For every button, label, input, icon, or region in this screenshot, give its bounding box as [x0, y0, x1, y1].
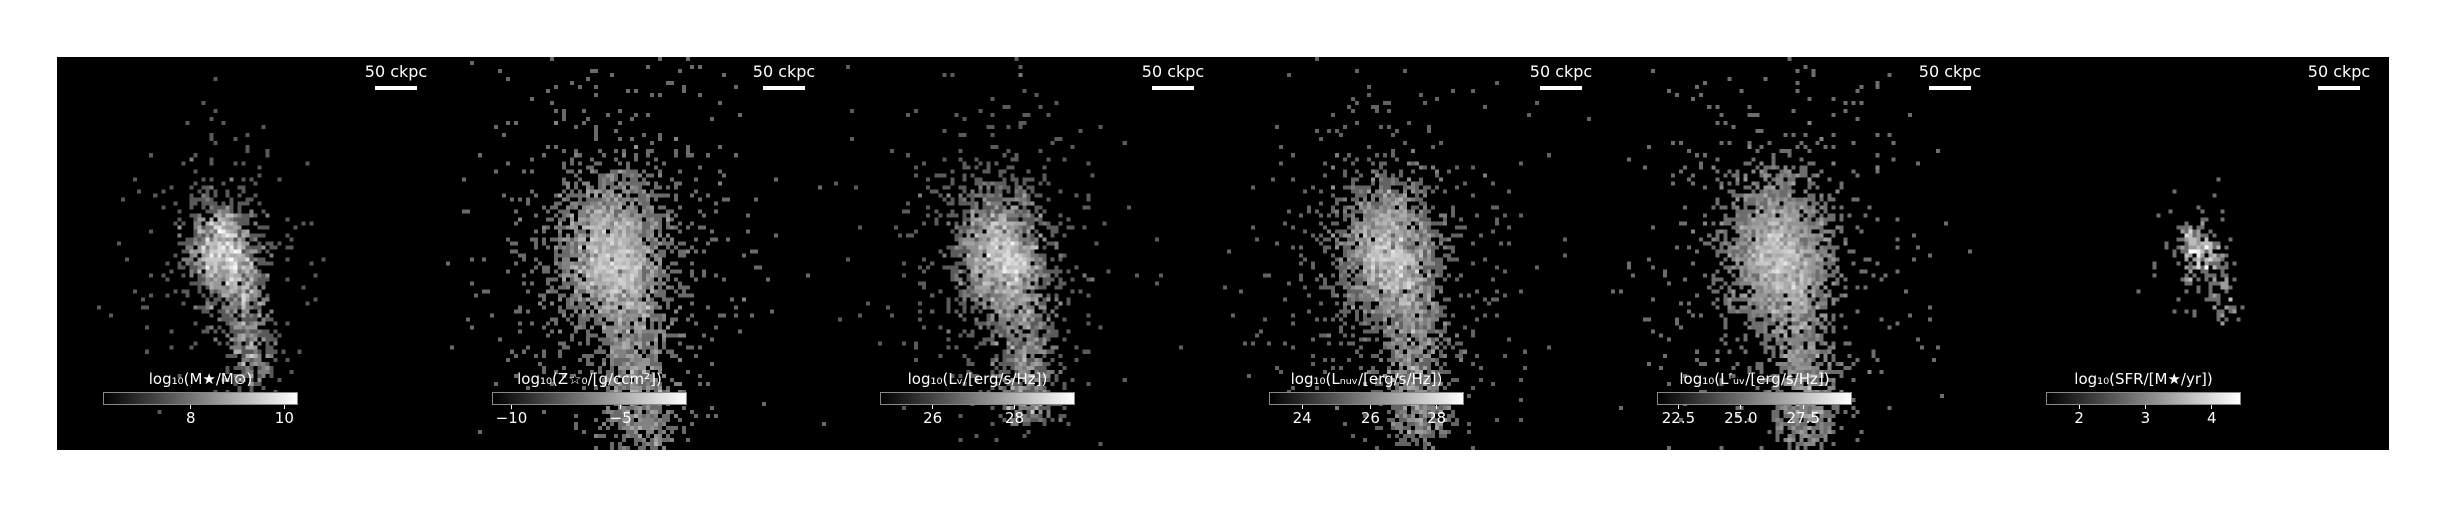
colorbar-gradient: [2046, 392, 2241, 405]
scale-bar: 50 ckpc: [364, 63, 428, 90]
colorbar-ticks: 22.5 25.0 27.5: [1657, 405, 1852, 427]
colorbar-tick: 22.5: [1658, 405, 1698, 427]
colorbar-label: log₁₀(M★/M⊙): [148, 370, 253, 388]
colorbar-label: log₁₀(Lᶠᵤᵥ/[erg/s/Hz]): [1679, 370, 1830, 388]
stellar-mass-map: [57, 57, 446, 450]
panel-sfr: 50 ckpc log₁₀(SFR/[M★/yr]) 2 3 4: [2000, 57, 2389, 450]
colorbar-gradient: [880, 392, 1075, 405]
scale-bar: 50 ckpc: [1918, 63, 1982, 90]
panel-nuv: 50 ckpc log₁₀(Lₙᵤᵥ/[erg/s/Hz]) 24 26 28: [1223, 57, 1611, 450]
nuv-map: [1223, 57, 1611, 450]
scale-bar: 50 ckpc: [1141, 63, 1205, 90]
colorbar-ticks: 24 26 28: [1269, 405, 1464, 427]
colorbar-label: log₁₀(Lₙᵤᵥ/[erg/s/Hz]): [1290, 370, 1443, 388]
colorbar-tick: 28: [995, 405, 1035, 427]
scale-bar-label: 50 ckpc: [364, 62, 428, 81]
colorbar: log₁₀(Lₙᵤᵥ/[erg/s/Hz]) 24 26 28: [1269, 370, 1464, 427]
colorbar-tick: 2: [2059, 405, 2099, 427]
colorbar-tick: −10: [492, 405, 532, 427]
colorbar-ticks: 2 3 4: [2046, 405, 2241, 427]
colorbar-tick: 26: [1350, 405, 1390, 427]
scale-bar: 50 ckpc: [2307, 63, 2371, 90]
v-band-map: [834, 57, 1223, 450]
scale-bar-line: [1152, 86, 1194, 90]
colorbar-ticks: 26 28: [880, 405, 1075, 427]
colorbar-gradient: [492, 392, 687, 405]
colorbar: log₁₀(M★/M⊙) 8 10: [103, 370, 298, 427]
colorbar-ticks: 8 10: [103, 405, 298, 427]
colorbar-tick: 10: [264, 405, 304, 427]
colorbar-tick: 8: [171, 405, 211, 427]
colorbar-label: log₁₀(Lᵥ/[erg/s/Hz]): [907, 370, 1048, 388]
image-strip: 50 ckpc log₁₀(M★/M⊙) 8 10 50 ckpc log₁₀(…: [57, 57, 2389, 450]
colorbar-gradient: [1269, 392, 1464, 405]
scale-bar-label: 50 ckpc: [1141, 62, 1205, 81]
colorbar: log₁₀(SFR/[M★/yr]) 2 3 4: [2046, 370, 2241, 427]
scale-bar-line: [375, 86, 417, 90]
colorbar-label: log₁₀(Z☆₀/[g/ccm²]): [517, 370, 662, 388]
sfr-map: [2000, 57, 2389, 450]
colorbar-tick: 3: [2125, 405, 2165, 427]
metallicity-map: [446, 57, 834, 450]
scale-bar-label: 50 ckpc: [1918, 62, 1982, 81]
colorbar-tick: 27.5: [1783, 405, 1823, 427]
fuv-map: [1611, 57, 2000, 450]
colorbar-tick: 24: [1282, 405, 1322, 427]
colorbar-tick: 28: [1417, 405, 1457, 427]
scale-bar-line: [1540, 86, 1582, 90]
colorbar-tick: 4: [2192, 405, 2232, 427]
colorbar-tick: −5: [601, 405, 641, 427]
colorbar: log₁₀(Z☆₀/[g/ccm²]) −10 −5: [492, 370, 687, 427]
scale-bar-line: [2318, 86, 2360, 90]
panel-stellar-mass: 50 ckpc log₁₀(M★/M⊙) 8 10: [57, 57, 446, 450]
colorbar-gradient: [1657, 392, 1852, 405]
panel-v-band: 50 ckpc log₁₀(Lᵥ/[erg/s/Hz]) 26 28: [834, 57, 1223, 450]
colorbar: log₁₀(Lᶠᵤᵥ/[erg/s/Hz]) 22.5 25.0 27.5: [1657, 370, 1852, 427]
scale-bar-label: 50 ckpc: [752, 62, 816, 81]
panel-metallicity: 50 ckpc log₁₀(Z☆₀/[g/ccm²]) −10 −5: [446, 57, 834, 450]
colorbar-tick: 25.0: [1721, 405, 1761, 427]
scale-bar-line: [1929, 86, 1971, 90]
colorbar: log₁₀(Lᵥ/[erg/s/Hz]) 26 28: [880, 370, 1075, 427]
scale-bar-label: 50 ckpc: [1529, 62, 1593, 81]
scale-bar-label: 50 ckpc: [2307, 62, 2371, 81]
colorbar-ticks: −10 −5: [492, 405, 687, 427]
colorbar-label: log₁₀(SFR/[M★/yr]): [2074, 370, 2213, 388]
scale-bar-line: [763, 86, 805, 90]
colorbar-gradient: [103, 392, 298, 405]
panel-fuv: 50 ckpc log₁₀(Lᶠᵤᵥ/[erg/s/Hz]) 22.5 25.0…: [1611, 57, 2000, 450]
scale-bar: 50 ckpc: [752, 63, 816, 90]
colorbar-tick: 26: [913, 405, 953, 427]
scale-bar: 50 ckpc: [1529, 63, 1593, 90]
